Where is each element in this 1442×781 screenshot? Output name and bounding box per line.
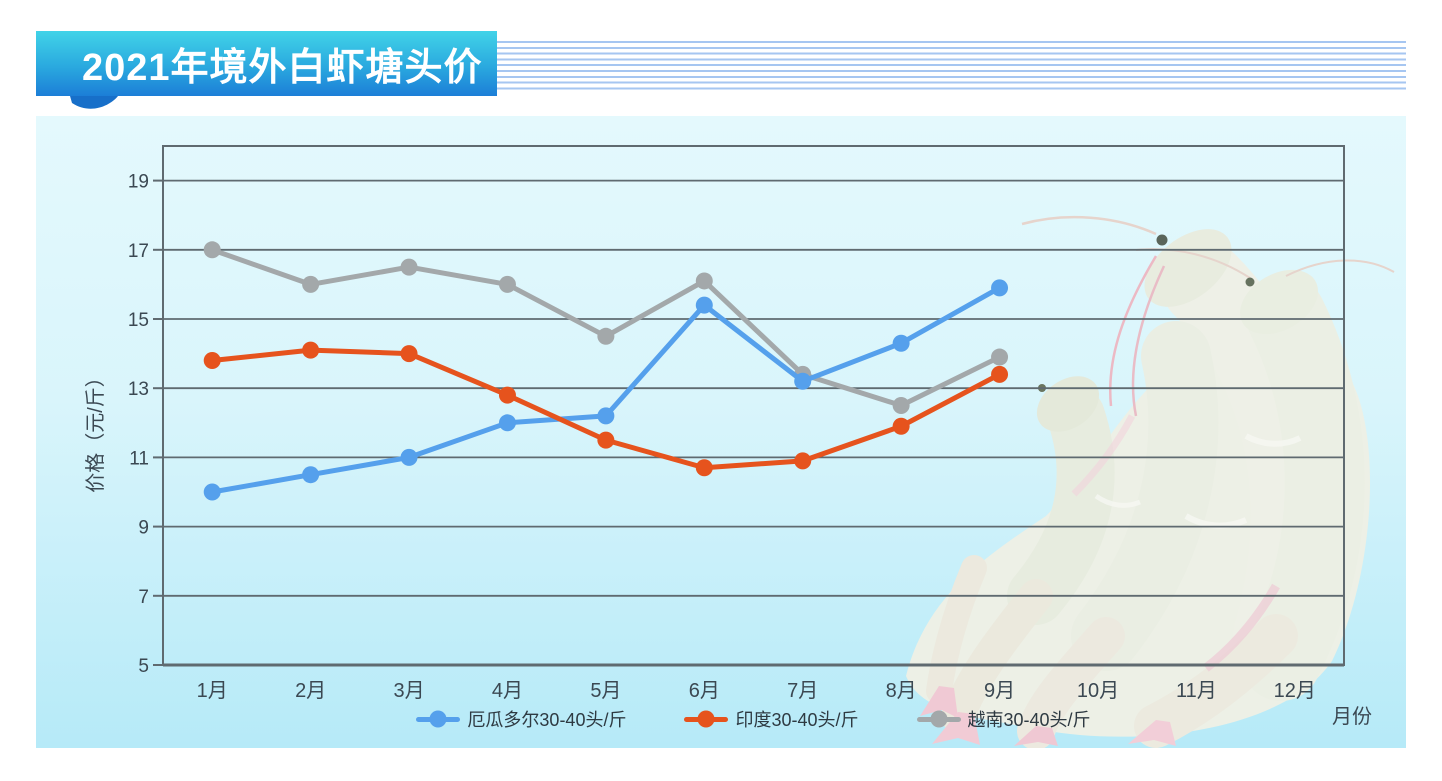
- x-tick-label: 12月: [1274, 680, 1316, 702]
- page-title: 2021年境外白虾塘头价: [82, 47, 483, 89]
- x-tick-label: 5月: [590, 680, 621, 702]
- shrimp-tail: [941, 579, 1053, 733]
- legend-marker: [916, 710, 961, 728]
- y-tick-label: 7: [138, 587, 149, 608]
- chart-legend: 厄瓜多尔30-40头/斤 印度30-40头/斤 越南30-40头/斤: [163, 704, 1344, 734]
- x-tick-label: 4月: [492, 680, 523, 702]
- legend-marker-dot: [930, 710, 948, 728]
- series-line-2: [209, 247, 1003, 408]
- legend-item-2: 越南30-40头/斤: [916, 706, 1091, 732]
- shrimp-head: [1036, 376, 1100, 432]
- data-point: [695, 459, 713, 477]
- y-tick-label: 11: [129, 448, 149, 469]
- legend-item-1: 印度30-40头/斤: [684, 706, 859, 732]
- data-point: [597, 327, 615, 345]
- x-tick-label: 10月: [1077, 680, 1119, 702]
- data-point: [498, 414, 516, 432]
- x-tick-label: 8月: [886, 680, 917, 702]
- shrimp-tail-fan: [1014, 726, 1058, 746]
- data-point: [498, 275, 516, 293]
- chart-grid: [153, 145, 1345, 667]
- legend-marker-dot: [429, 710, 447, 728]
- shrimp-tail-fan: [920, 686, 958, 718]
- banner-tail-shape: [70, 96, 118, 109]
- y-tick-label: 15: [128, 310, 149, 331]
- data-point: [794, 372, 812, 390]
- data-point: [695, 296, 713, 314]
- title-banner: 2021年境外白虾塘头价: [36, 31, 497, 96]
- shrimp-head: [1144, 229, 1232, 307]
- shrimp-body: [1241, 276, 1365, 701]
- shrimp-segment-highlight: [1184, 513, 1248, 529]
- data-point: [597, 431, 615, 449]
- y-tick-label: 5: [138, 656, 149, 677]
- y-axis-title: 价格（元/斤）: [84, 367, 107, 493]
- x-tick-label: 3月: [393, 680, 424, 702]
- x-tick-label: 1月: [197, 680, 228, 702]
- shrimp-segment-highlight: [1094, 493, 1141, 508]
- chart-series: [203, 241, 1009, 501]
- data-point: [498, 386, 516, 404]
- x-tick-label: 11月: [1176, 680, 1217, 702]
- legend-label: 越南30-40头/斤: [967, 710, 1091, 730]
- data-point: [400, 448, 418, 466]
- shrimp-tail-fan: [932, 712, 980, 745]
- data-point: [991, 365, 1009, 383]
- data-point: [203, 483, 221, 501]
- data-point: [695, 272, 713, 290]
- data-point: [302, 275, 320, 293]
- data-point: [203, 352, 221, 370]
- data-point: [302, 341, 320, 359]
- y-tick-label: 17: [128, 241, 149, 262]
- shrimp-head: [1240, 269, 1318, 335]
- shrimp-tail: [926, 555, 987, 704]
- shrimp-tail: [1017, 617, 1125, 748]
- data-point: [892, 334, 910, 352]
- data-point: [892, 397, 910, 414]
- legend-marker: [416, 710, 461, 728]
- x-tick-label: 7月: [787, 680, 818, 702]
- data-point: [892, 417, 910, 435]
- data-point: [400, 345, 418, 363]
- x-tick-label: 6月: [689, 680, 720, 702]
- y-tick-label: 9: [138, 518, 149, 539]
- x-tick-label: 9月: [984, 680, 1015, 702]
- data-point: [991, 279, 1009, 297]
- decorative-lines: [497, 41, 1406, 90]
- price-line-chart: 5 7 9 11 13 15 17 19 1月 2月 3月 4月 5月 6月 7月 8月 9月 10月 11月 12月…: [84, 145, 1395, 748]
- legend-item-0: 厄瓜多尔30-40头/斤: [416, 706, 626, 732]
- shrimp-body: [1071, 321, 1219, 671]
- legend-marker: [684, 710, 729, 728]
- shrimp-legs: [1131, 265, 1166, 417]
- shrimp-eye: [1156, 234, 1168, 246]
- shrimp-tail-fan: [1128, 720, 1176, 746]
- shrimp-photo: [906, 215, 1395, 748]
- chart-axis-labels: 5 7 9 11 13 15 17 19 1月 2月 3月 4月 5月 6月 7月 8月 9月 10月 11月 12月…: [84, 172, 1372, 728]
- x-axis-title: 月份: [1332, 705, 1372, 728]
- data-point: [991, 348, 1009, 366]
- shrimp-eye: [1245, 277, 1255, 287]
- data-point: [302, 466, 320, 484]
- legend-label: 厄瓜多尔30-40头/斤: [467, 710, 627, 730]
- y-tick-label: 13: [128, 379, 149, 400]
- x-tick-label: 2月: [295, 680, 326, 702]
- data-point: [597, 407, 615, 425]
- data-point: [203, 241, 221, 259]
- shrimp-pink-streak: [1203, 583, 1280, 672]
- banner-tail-pointer: [70, 96, 118, 109]
- data-point: [400, 258, 418, 276]
- legend-label: 印度30-40头/斤: [735, 710, 859, 730]
- shrimp-body: [1007, 387, 1115, 625]
- legend-marker-dot: [697, 710, 715, 728]
- data-point: [794, 452, 812, 470]
- chart-panel: 5 7 9 11 13 15 17 19 1月 2月 3月 4月 5月 6月 7月 8月 9月 10月 11月 12月…: [36, 116, 1406, 748]
- shrimp-tail: [1134, 614, 1298, 748]
- shrimp-antenna: [1021, 215, 1157, 236]
- shrimp-segment-highlight: [1244, 433, 1302, 447]
- y-tick-label: 19: [128, 172, 149, 193]
